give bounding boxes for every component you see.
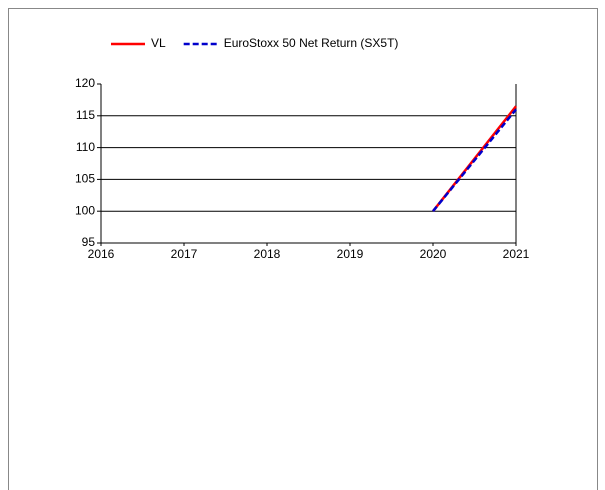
y-tick-label: 115	[76, 108, 95, 122]
x-tick-label: 2018	[254, 247, 281, 261]
legend-label: EuroStoxx 50 Net Return (SX5T)	[224, 36, 399, 50]
y-tick-label: 105	[75, 172, 95, 186]
x-tick-label: 2020	[420, 247, 447, 261]
x-tick-label: 2021	[503, 247, 530, 261]
y-tick-label: 110	[76, 140, 95, 154]
y-tick-label: 95	[82, 235, 96, 249]
frame	[8, 8, 598, 490]
x-tick-label: 2017	[171, 247, 198, 261]
series-line	[432, 108, 517, 212]
x-tick-label: 2019	[337, 247, 364, 261]
x-tick-label: 2016	[88, 247, 115, 261]
legend-label: VL	[151, 36, 166, 50]
y-tick-label: 120	[75, 76, 95, 90]
y-tick-label: 100	[75, 203, 95, 217]
